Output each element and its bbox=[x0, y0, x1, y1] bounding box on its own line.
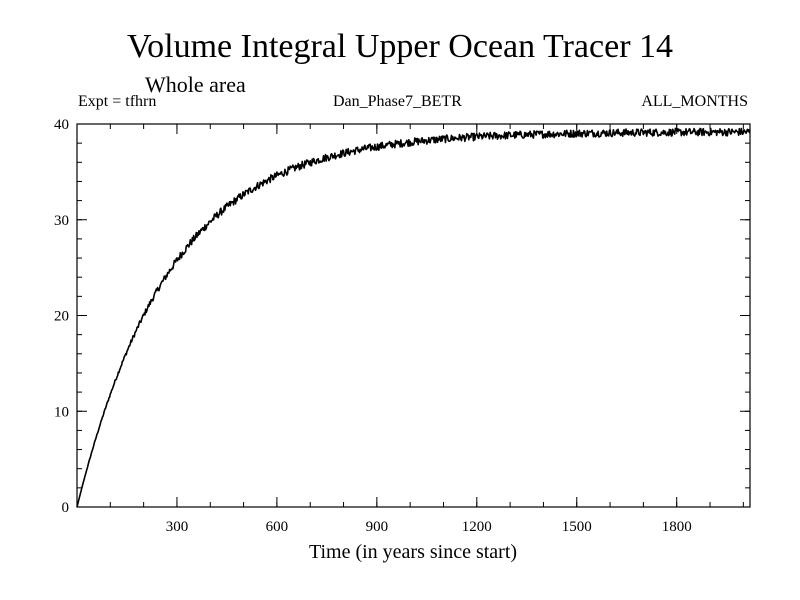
x-tick-label: 600 bbox=[266, 519, 289, 535]
x-tick-label: 1500 bbox=[562, 519, 592, 535]
y-tick-label: 40 bbox=[54, 117, 69, 133]
axis-ticks: 300 600 900 1200 1500 1800 0 10 20 30 40 bbox=[54, 117, 750, 535]
months-label: ALL_MONTHS bbox=[641, 93, 748, 110]
x-tick-label: 300 bbox=[166, 519, 189, 535]
y-tick-label: 30 bbox=[54, 213, 69, 229]
run-name-label: Dan_Phase7_BETR bbox=[333, 93, 462, 110]
experiment-label: Expt = tfhrn bbox=[78, 93, 157, 110]
x-tick-label: 900 bbox=[366, 519, 389, 535]
y-tick-label: 0 bbox=[62, 500, 70, 516]
tracer-series-line bbox=[76, 127, 751, 508]
x-axis-title: Time (in years since start) bbox=[309, 541, 517, 563]
chart-subtitle: Whole area bbox=[145, 72, 246, 97]
plot-frame bbox=[76, 123, 751, 508]
y-tick-label: 20 bbox=[54, 309, 69, 325]
x-tick-label: 1200 bbox=[462, 519, 492, 535]
x-tick-label: 1800 bbox=[662, 519, 692, 535]
y-tick-label: 10 bbox=[54, 404, 69, 420]
chart-title: Volume Integral Upper Ocean Tracer 14 bbox=[126, 28, 674, 65]
